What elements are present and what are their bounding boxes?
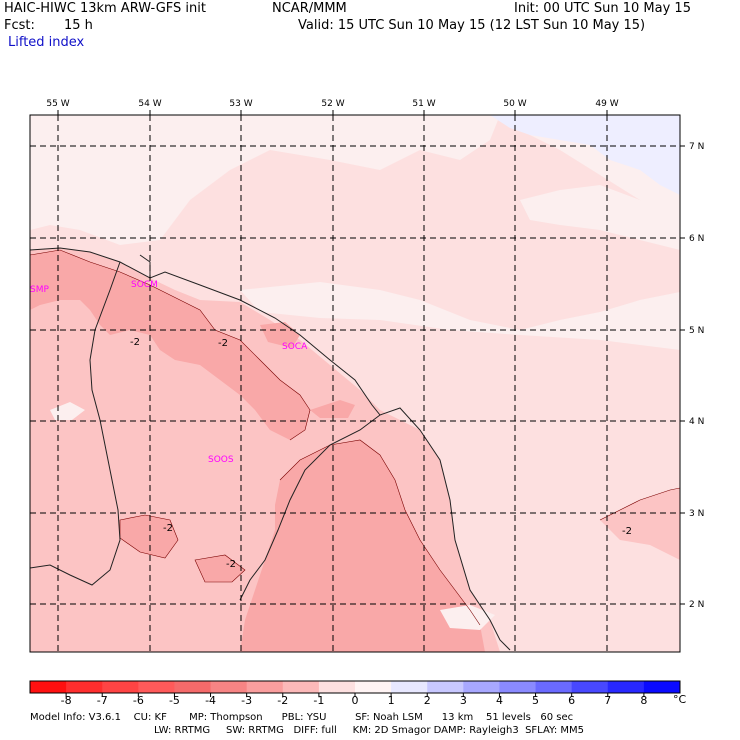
- graticule: [30, 115, 680, 652]
- model-info-line1: Model Info: V3.6.1 CU: KF MP: Thompson P…: [30, 712, 574, 723]
- lat-label: 4 N: [689, 417, 704, 427]
- station-label: SOCM: [131, 280, 158, 290]
- colorbar-swatch: [355, 681, 392, 693]
- colorbar-swatch: [499, 681, 537, 693]
- colorbar-tick-label: -8: [60, 694, 72, 707]
- lon-label: 55 W: [46, 99, 69, 109]
- colorbar-swatch: [102, 681, 139, 693]
- border-line-3: [30, 261, 121, 586]
- border-line-4: [239, 414, 381, 601]
- colorbar-swatch: [66, 681, 103, 693]
- contour-label: -2: [163, 523, 173, 534]
- forecast-hour: 15 h: [64, 18, 93, 33]
- colorbar-swatch: [138, 681, 175, 693]
- station-label: SOCA: [282, 342, 308, 352]
- colorbar-swatch: [246, 681, 284, 693]
- colorbar-tick-label: 8: [640, 694, 648, 707]
- lon-label: 53 W: [229, 99, 252, 109]
- lat-label: 7 N: [689, 142, 704, 152]
- colorbar-tick-label: 1: [387, 694, 395, 707]
- colorbar-swatch: [427, 681, 464, 693]
- tick-marks: [57, 110, 685, 605]
- border-line-1: [30, 247, 381, 416]
- model-info-line2: LW: RRTMG SW: RRTMG DIFF: full KM: 2D Sm…: [154, 725, 584, 736]
- lat-label: 5 N: [689, 326, 704, 336]
- map-frame: [29, 114, 681, 653]
- model-title: HAIC-HIWC 13km ARW-GFS init: [4, 1, 206, 16]
- contour-label: -2: [622, 526, 632, 537]
- contour-label: -2: [226, 559, 236, 570]
- contour-line-2: [279, 439, 481, 626]
- light-patch-1: [50, 402, 85, 420]
- lat-label: 3 N: [689, 509, 704, 519]
- lon-label: 49 W: [595, 99, 618, 109]
- colorbar-swatch: [535, 681, 573, 693]
- light-patch-2: [440, 605, 495, 630]
- colorbar-tick-label: 3: [459, 694, 467, 707]
- colorbar-tick-label: -2: [277, 694, 289, 707]
- colorbar-tick-label: 6: [568, 694, 576, 707]
- minus3-region-north: [30, 250, 310, 440]
- border-line-2: [379, 407, 511, 651]
- valid-time: Valid: 15 UTC Sun 10 May 15 (12 LST Sun …: [298, 18, 646, 33]
- lon-label: 52 W: [321, 99, 344, 109]
- forecast-label: Fcst:: [4, 18, 35, 33]
- lat-label: 2 N: [689, 600, 704, 610]
- blue-region: [490, 115, 680, 195]
- colorbar-tick-label: 7: [604, 694, 612, 707]
- colorbar-swatch: [282, 681, 320, 693]
- colorbar-unit: °C: [673, 693, 687, 706]
- station-label: SOOS: [208, 455, 234, 465]
- colorbar-swatch: [30, 681, 67, 693]
- minus3-blob-1: [120, 515, 178, 558]
- lon-label: 54 W: [138, 99, 161, 109]
- colorbar-swatch: [210, 681, 248, 693]
- org-label: NCAR/MMM: [272, 1, 347, 16]
- colorbar-tick-label: 4: [495, 694, 503, 707]
- colorbar-swatch: [571, 681, 609, 693]
- colorbar-tick-label: -7: [96, 694, 108, 707]
- colorbar-swatch: [463, 681, 500, 693]
- contour-line-3: [119, 514, 179, 559]
- colorbar-tick-label: 5: [532, 694, 540, 707]
- colorbar-swatch: [643, 681, 681, 693]
- lon-label: 51 W: [412, 99, 435, 109]
- station-labels: SMP SOCM SOCA SOOS: [30, 280, 308, 465]
- field-name: Lifted index: [8, 35, 85, 50]
- colorbar-tick-label: -1: [313, 694, 325, 707]
- colorbar-tick-label: -5: [168, 694, 180, 707]
- light-region-north-2: [30, 115, 500, 245]
- border-line-5: [139, 254, 151, 278]
- colorbar-tick-label: 2: [423, 694, 431, 707]
- colorbar-swatch: [607, 681, 645, 693]
- station-label: SMP: [30, 285, 49, 295]
- colorbar-tick-label: -6: [132, 694, 144, 707]
- colorbar-tick-label: -4: [205, 694, 217, 707]
- light-region-east: [520, 185, 680, 250]
- init-time: Init: 00 UTC Sun 10 May 15: [514, 1, 691, 16]
- contour-line-5: [194, 554, 246, 583]
- light-region-band: [240, 282, 680, 350]
- colorbar-swatch: [318, 681, 356, 693]
- colorbar-tick-label: -3: [241, 694, 253, 707]
- colorbar: [30, 681, 681, 693]
- contour-label: -2: [218, 338, 228, 349]
- colorbar-tick-label: 0: [351, 694, 359, 707]
- contour-label: -2: [130, 337, 140, 348]
- contour-line-4: [599, 487, 680, 521]
- lat-label: 6 N: [689, 234, 704, 244]
- minus3-blob-2: [195, 555, 245, 582]
- colorbar-swatch: [174, 681, 212, 693]
- lon-label: 50 W: [503, 99, 526, 109]
- minus2-region-southeast: [600, 488, 680, 560]
- colorbar-swatch: [391, 681, 428, 693]
- contour-labels: -2 -2 -2 -2 -2: [130, 337, 632, 570]
